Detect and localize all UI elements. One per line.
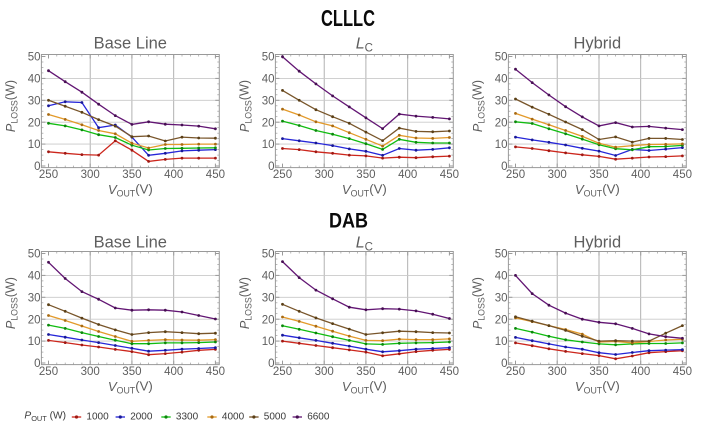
svg-text:300: 300: [81, 169, 100, 181]
svg-text:50: 50: [28, 249, 41, 261]
svg-text:350: 350: [122, 169, 141, 181]
svg-text:40: 40: [262, 271, 275, 283]
svg-text:400: 400: [164, 366, 183, 378]
svg-text:VOUT(V): VOUT(V): [108, 182, 153, 199]
svg-text:Hybrid: Hybrid: [573, 234, 621, 252]
svg-text:300: 300: [81, 366, 100, 378]
svg-text:250: 250: [39, 366, 58, 378]
svg-text:Base Line: Base Line: [94, 234, 167, 252]
svg-text:5000: 5000: [264, 411, 287, 422]
svg-text:4000: 4000: [222, 411, 245, 422]
svg-text:40: 40: [495, 271, 508, 283]
svg-text:DAB: DAB: [329, 210, 368, 233]
svg-text:30: 30: [28, 95, 41, 107]
svg-text:LC: LC: [356, 235, 373, 254]
svg-text:LC: LC: [356, 36, 373, 55]
svg-text:0: 0: [268, 358, 274, 370]
svg-text:350: 350: [122, 366, 141, 378]
svg-text:40: 40: [495, 74, 508, 86]
svg-text:CLLLC: CLLLC: [321, 5, 375, 31]
svg-text:450: 450: [440, 366, 459, 378]
svg-text:0: 0: [501, 358, 507, 370]
svg-text:40: 40: [28, 271, 41, 283]
svg-text:40: 40: [28, 74, 41, 86]
svg-text:Base Line: Base Line: [94, 35, 167, 53]
svg-text:VOUT(V): VOUT(V): [108, 379, 153, 396]
svg-text:VOUT(V): VOUT(V): [575, 182, 620, 199]
svg-text:250: 250: [39, 169, 58, 181]
svg-text:20: 20: [495, 314, 508, 326]
svg-text:0: 0: [34, 161, 40, 173]
svg-text:20: 20: [262, 117, 275, 129]
svg-text:450: 450: [440, 169, 459, 181]
svg-text:POUT (W): POUT (W): [24, 411, 66, 423]
svg-text:1000: 1000: [86, 411, 109, 422]
svg-text:10: 10: [262, 139, 275, 151]
svg-text:3300: 3300: [176, 411, 199, 422]
svg-text:50: 50: [262, 249, 275, 261]
svg-text:450: 450: [206, 169, 225, 181]
svg-text:350: 350: [589, 169, 608, 181]
svg-text:400: 400: [398, 169, 417, 181]
svg-text:PLOSS(W): PLOSS(W): [471, 277, 487, 329]
svg-text:400: 400: [631, 366, 650, 378]
svg-text:300: 300: [315, 366, 334, 378]
svg-text:10: 10: [495, 139, 508, 151]
svg-text:10: 10: [28, 139, 41, 151]
svg-text:350: 350: [589, 366, 608, 378]
svg-text:450: 450: [673, 366, 692, 378]
svg-text:50: 50: [28, 52, 41, 64]
svg-text:0: 0: [34, 358, 40, 370]
svg-text:20: 20: [495, 117, 508, 129]
svg-text:40: 40: [262, 74, 275, 86]
svg-text:250: 250: [273, 366, 292, 378]
svg-text:PLOSS(W): PLOSS(W): [471, 80, 487, 132]
svg-text:PLOSS(W): PLOSS(W): [238, 80, 254, 132]
svg-text:VOUT(V): VOUT(V): [575, 379, 620, 396]
svg-text:6600: 6600: [307, 411, 330, 422]
svg-text:400: 400: [398, 366, 417, 378]
svg-text:10: 10: [495, 336, 508, 348]
svg-text:10: 10: [262, 336, 275, 348]
svg-text:300: 300: [548, 169, 567, 181]
svg-text:VOUT(V): VOUT(V): [342, 182, 387, 199]
svg-text:300: 300: [548, 366, 567, 378]
svg-text:20: 20: [262, 314, 275, 326]
svg-text:300: 300: [315, 169, 334, 181]
svg-text:30: 30: [262, 95, 275, 107]
svg-text:50: 50: [262, 52, 275, 64]
svg-text:10: 10: [28, 336, 41, 348]
svg-text:0: 0: [268, 161, 274, 173]
svg-text:450: 450: [673, 169, 692, 181]
svg-text:250: 250: [273, 169, 292, 181]
svg-text:400: 400: [164, 169, 183, 181]
svg-text:PLOSS(W): PLOSS(W): [238, 277, 254, 329]
svg-text:PLOSS(W): PLOSS(W): [4, 80, 20, 132]
svg-text:250: 250: [506, 366, 525, 378]
svg-text:400: 400: [631, 169, 650, 181]
svg-text:30: 30: [28, 292, 41, 304]
svg-text:20: 20: [28, 117, 41, 129]
svg-text:450: 450: [206, 366, 225, 378]
svg-text:350: 350: [356, 169, 375, 181]
svg-text:250: 250: [506, 169, 525, 181]
svg-text:350: 350: [356, 366, 375, 378]
svg-text:PLOSS(W): PLOSS(W): [4, 277, 20, 329]
svg-text:30: 30: [495, 95, 508, 107]
svg-text:VOUT(V): VOUT(V): [342, 379, 387, 396]
svg-text:30: 30: [495, 292, 508, 304]
svg-text:30: 30: [262, 292, 275, 304]
svg-text:0: 0: [501, 161, 507, 173]
svg-text:Hybrid: Hybrid: [573, 35, 621, 53]
svg-text:50: 50: [495, 249, 508, 261]
svg-text:50: 50: [495, 52, 508, 64]
svg-text:2000: 2000: [130, 411, 153, 422]
svg-text:20: 20: [28, 314, 41, 326]
